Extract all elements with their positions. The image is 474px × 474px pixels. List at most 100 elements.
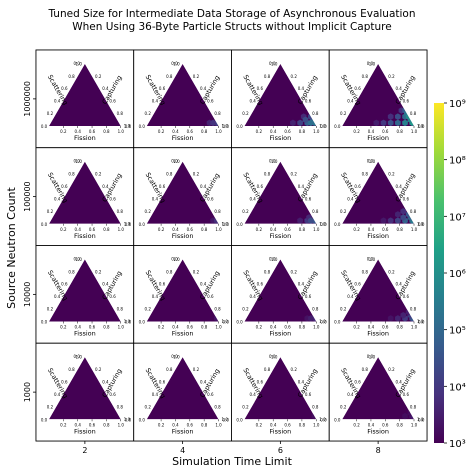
right-corner-tick-label: 0.0 xyxy=(223,124,230,129)
left-tick-label: 0.6 xyxy=(159,282,166,287)
ternary-triangle xyxy=(146,259,219,322)
left-corner-tick-label: 0.0 xyxy=(334,124,341,129)
hexbin-cell xyxy=(373,119,380,127)
right-tick-label: 0.2 xyxy=(291,172,298,177)
panel-mask xyxy=(36,245,134,344)
bottom-tick-label: 0.2 xyxy=(353,129,360,134)
bottom-tick-label: 0.8 xyxy=(299,129,306,134)
right-tick-label: 0.8 xyxy=(214,111,221,116)
bottom-tick-label: 0.4 xyxy=(368,227,375,232)
panel-mask xyxy=(231,50,330,148)
right-tick-label: 0.6 xyxy=(207,99,214,104)
panel-100000-6: 0.2 0.4 0.6 0.8 1.00.00.00.20.40.60.81.00.20… xyxy=(231,147,330,246)
right-corner-tick-label: 0.0 xyxy=(125,417,132,422)
left-tick-label: 0.6 xyxy=(257,282,264,287)
right-tick-label: 0.6 xyxy=(109,294,116,299)
panel-1000000-8: 0.2 0.4 0.6 0.8 1.00.00.00.20.40.60.81.00.20… xyxy=(328,49,428,149)
right-tick-label: 0.2 xyxy=(291,269,298,274)
right-tick-label: 0.6 xyxy=(305,294,312,299)
apex-tick-label: 0.0 xyxy=(269,354,276,359)
left-tick-label: 0.4 xyxy=(249,294,256,299)
right-tick-label: 0.2 xyxy=(388,74,395,79)
panel-mask xyxy=(36,343,134,441)
right-tick-label: 0.2 xyxy=(95,172,102,177)
left-tick-label: 1.0 xyxy=(369,355,376,360)
right-corner-tick-label: 0.0 xyxy=(223,417,230,422)
bottom-tick-label: 0.6 xyxy=(89,422,96,427)
right-tick-label: 0.2 xyxy=(388,172,395,177)
left-tick-label: 1.0 xyxy=(76,257,83,262)
right-tick-label: 1.0 xyxy=(319,417,326,422)
colorbar-tick-label: 10⁷ xyxy=(449,212,466,223)
left-tick-label: 0.8 xyxy=(362,172,369,177)
apex-tick-label: 0.0 xyxy=(74,256,81,261)
bottom-tick-label: 1.0 xyxy=(118,129,125,134)
right-tick-label: 0.2 xyxy=(291,367,298,372)
colorbar-tick-label: 10⁸ xyxy=(449,156,466,167)
ternary-triangle xyxy=(146,357,219,420)
left-tick-label: 0.8 xyxy=(68,74,75,79)
left-tick-label: 0.8 xyxy=(264,172,271,177)
bottom-tick-label: 0.2 xyxy=(60,227,67,232)
bottom-tick-label: 0.6 xyxy=(382,129,389,134)
left-corner-tick-label: 0.0 xyxy=(236,222,243,227)
left-tick-label: 0.2 xyxy=(47,404,54,409)
right-tick-label: 0.8 xyxy=(410,307,417,312)
hexbin-cell xyxy=(308,315,314,322)
right-corner-tick-label: 0.0 xyxy=(320,124,327,129)
right-corner-tick-label: 0.0 xyxy=(223,222,230,227)
left-corner-tick-label: 0.0 xyxy=(334,320,341,325)
bottom-tick-label: 0.8 xyxy=(299,227,306,232)
left-tick-label: 1.0 xyxy=(271,355,278,360)
left-tick-label: 0.6 xyxy=(354,86,361,91)
hexbin-cell xyxy=(395,119,401,127)
left-tick-label: 0.8 xyxy=(264,74,271,79)
bottom-tick-label: 1.0 xyxy=(118,227,125,232)
right-corner-tick-label: 0.0 xyxy=(125,124,132,129)
left-tick-label: 1.0 xyxy=(76,355,83,360)
right-tick-label: 0.4 xyxy=(200,184,207,189)
apex-tick-label: 0.0 xyxy=(367,256,374,261)
bottom-tick-label: 0.4 xyxy=(172,325,179,330)
right-tick-label: 0.8 xyxy=(214,307,221,312)
chart-title-line-2: When Using 36-Byte Particle Structs with… xyxy=(72,21,391,33)
bottom-tick-label: 0.2 xyxy=(158,129,165,134)
bottom-tick-label: 0.2 xyxy=(60,325,67,330)
bottom-tick-label: 0.6 xyxy=(89,227,96,232)
left-tick-label: 0.8 xyxy=(362,269,369,274)
right-tick-label: 0.4 xyxy=(200,86,207,91)
left-corner-tick-label: 0.0 xyxy=(41,417,48,422)
hexbin-cell xyxy=(297,119,303,127)
left-tick-label: 0.2 xyxy=(340,307,347,312)
left-tick-label: 0.8 xyxy=(166,269,173,274)
left-tick-label: 0.6 xyxy=(257,86,264,91)
bottom-tick-label: 0.2 xyxy=(353,227,360,232)
bottom-tick-label: 0.8 xyxy=(396,227,403,232)
panel-mask xyxy=(329,343,427,441)
right-tick-label: 0.8 xyxy=(312,307,319,312)
ternary-triangle xyxy=(342,259,414,322)
ternary-bottom-label: Fission xyxy=(367,134,389,142)
left-tick-label: 0.6 xyxy=(159,86,166,91)
apex-tick-label: 0.0 xyxy=(269,159,276,164)
panel-10000-8: 0.2 0.4 0.6 0.8 1.00.00.00.20.40.60.81.00.20… xyxy=(328,245,428,344)
bottom-tick-label: 0.8 xyxy=(103,422,110,427)
left-tick-label: 0.6 xyxy=(354,282,361,287)
column-tick-label: 8 xyxy=(376,446,381,455)
bottom-tick-label: 1.0 xyxy=(313,422,320,427)
right-corner-tick-label: 0.0 xyxy=(320,222,327,227)
colorbar: 10³ 10⁴ 10⁵ 10⁶ 10⁷ 10⁸ 10⁹ xyxy=(434,99,466,450)
right-tick-label: 0.6 xyxy=(207,294,214,299)
ternary-bottom-label: Fission xyxy=(172,134,194,142)
bottom-tick-label: 0.4 xyxy=(75,227,82,232)
hexbin-cell xyxy=(380,217,387,224)
right-tick-label: 1.0 xyxy=(222,319,229,324)
left-tick-label: 0.2 xyxy=(242,307,249,312)
hexbin-cell xyxy=(395,211,401,218)
panel-10000-2: 0.2 0.4 0.6 0.8 1.00.00.00.20.40.60.81.00.20… xyxy=(35,245,135,344)
right-tick-label: 0.4 xyxy=(395,282,402,287)
ternary-triangle xyxy=(49,63,121,126)
left-tick-label: 1.0 xyxy=(76,61,83,66)
left-tick-label: 0.4 xyxy=(152,392,159,397)
ternary-triangle xyxy=(244,259,317,322)
